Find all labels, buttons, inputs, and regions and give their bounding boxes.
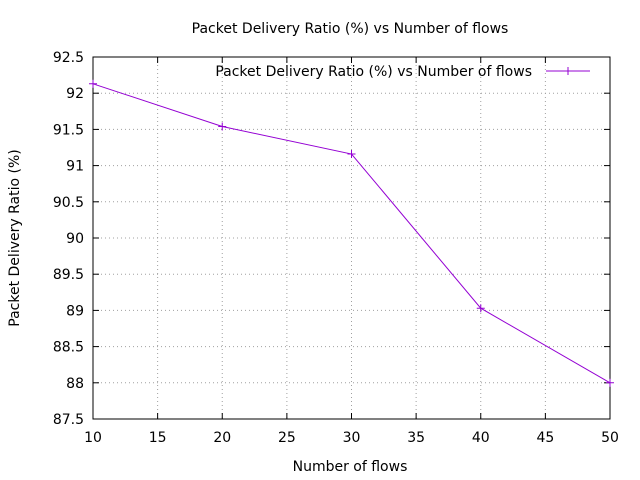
chart-title: Packet Delivery Ratio (%) vs Number of f… <box>192 21 509 37</box>
y-tick-label: 89 <box>66 303 84 319</box>
y-tick-label: 87.5 <box>53 412 84 428</box>
y-tick-label: 90.5 <box>53 195 84 211</box>
y-tick-label: 92 <box>66 86 84 102</box>
y-tick-label: 90 <box>66 231 84 247</box>
data-point <box>89 79 97 88</box>
legend-entry-label: Packet Delivery Ratio (%) vs Number of f… <box>215 64 532 80</box>
x-tick-label: 25 <box>278 430 296 446</box>
data-point <box>606 378 614 387</box>
series-layer <box>89 79 614 387</box>
y-tick-label: 88 <box>66 376 84 392</box>
x-tick-label: 45 <box>536 430 554 446</box>
legend: Packet Delivery Ratio (%) vs Number of f… <box>215 64 590 80</box>
y-tick-label: 91 <box>66 159 84 175</box>
x-tick-label: 10 <box>84 430 102 446</box>
y-tick-label: 89.5 <box>53 267 84 283</box>
y-tick-label: 91.5 <box>53 122 84 138</box>
x-tick-label: 35 <box>407 430 425 446</box>
data-point <box>347 150 356 159</box>
grid-lines <box>93 57 610 419</box>
y-tick-label: 88.5 <box>53 340 84 356</box>
data-point <box>218 122 227 131</box>
legend-swatch-marker <box>564 67 572 75</box>
axes: 87.5 88 88.5 89 89.5 90 90.5 91 91.5 92 92.5 10 15 20… <box>53 50 619 446</box>
y-tick-label: 92.5 <box>53 50 84 66</box>
x-tick-label: 50 <box>601 430 619 446</box>
data-point <box>476 304 485 313</box>
x-tick-label: 20 <box>213 430 231 446</box>
x-tick-label: 15 <box>149 430 167 446</box>
x-tick-label: 40 <box>472 430 490 446</box>
y-axis-label: Packet Delivery Ratio (%) <box>7 149 23 326</box>
x-tick-label: 30 <box>343 430 361 446</box>
x-axis-label: Number of flows <box>293 459 408 475</box>
